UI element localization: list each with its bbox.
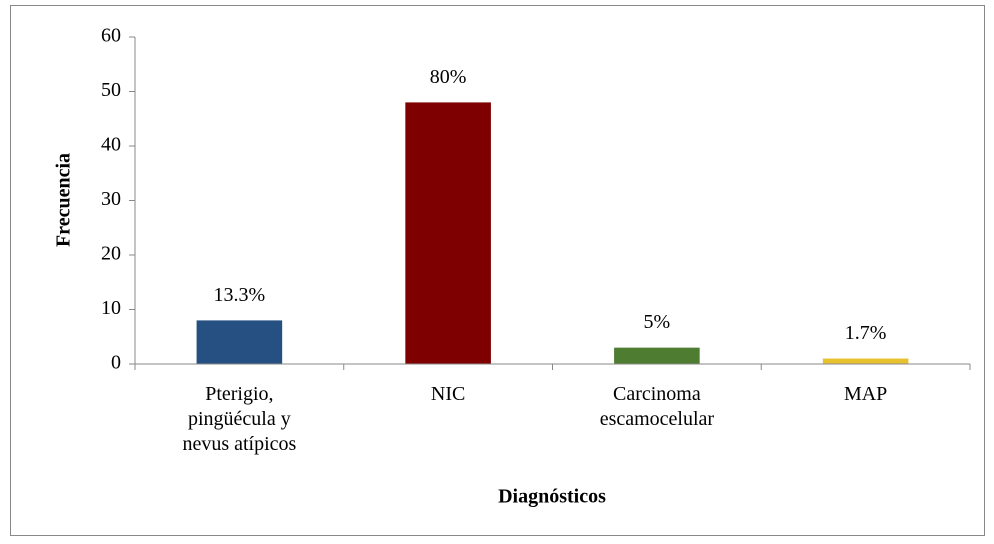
data-label: 5% (644, 311, 671, 333)
x-tick-label: Pterigio, pingüécula y nevus atípicos (182, 383, 297, 455)
x-tick-label: NIC (430, 383, 466, 405)
bar (614, 347, 700, 364)
y-axis-title: Frecuencia (53, 153, 75, 247)
x-tick-label: Carcinoma escamocelular (599, 383, 715, 430)
data-label: 1.7% (845, 322, 887, 344)
data-label: 80% (430, 66, 467, 88)
x-tick-label: MAP (843, 383, 888, 405)
bar (196, 320, 283, 364)
bar (822, 358, 909, 364)
x-axis-title: Diagnósticos (498, 486, 606, 508)
bar (405, 102, 491, 365)
y-tick-label: 30 (101, 188, 121, 210)
data-label: 13.3% (214, 284, 266, 306)
y-tick-label: 10 (101, 297, 121, 319)
chart-border (10, 5, 985, 536)
y-tick-label: 0 (111, 352, 121, 374)
y-tick-label: 60 (101, 25, 121, 47)
y-tick-label: 20 (101, 243, 121, 265)
y-tick-label: 40 (101, 134, 121, 156)
y-tick-label: 50 (101, 79, 121, 101)
